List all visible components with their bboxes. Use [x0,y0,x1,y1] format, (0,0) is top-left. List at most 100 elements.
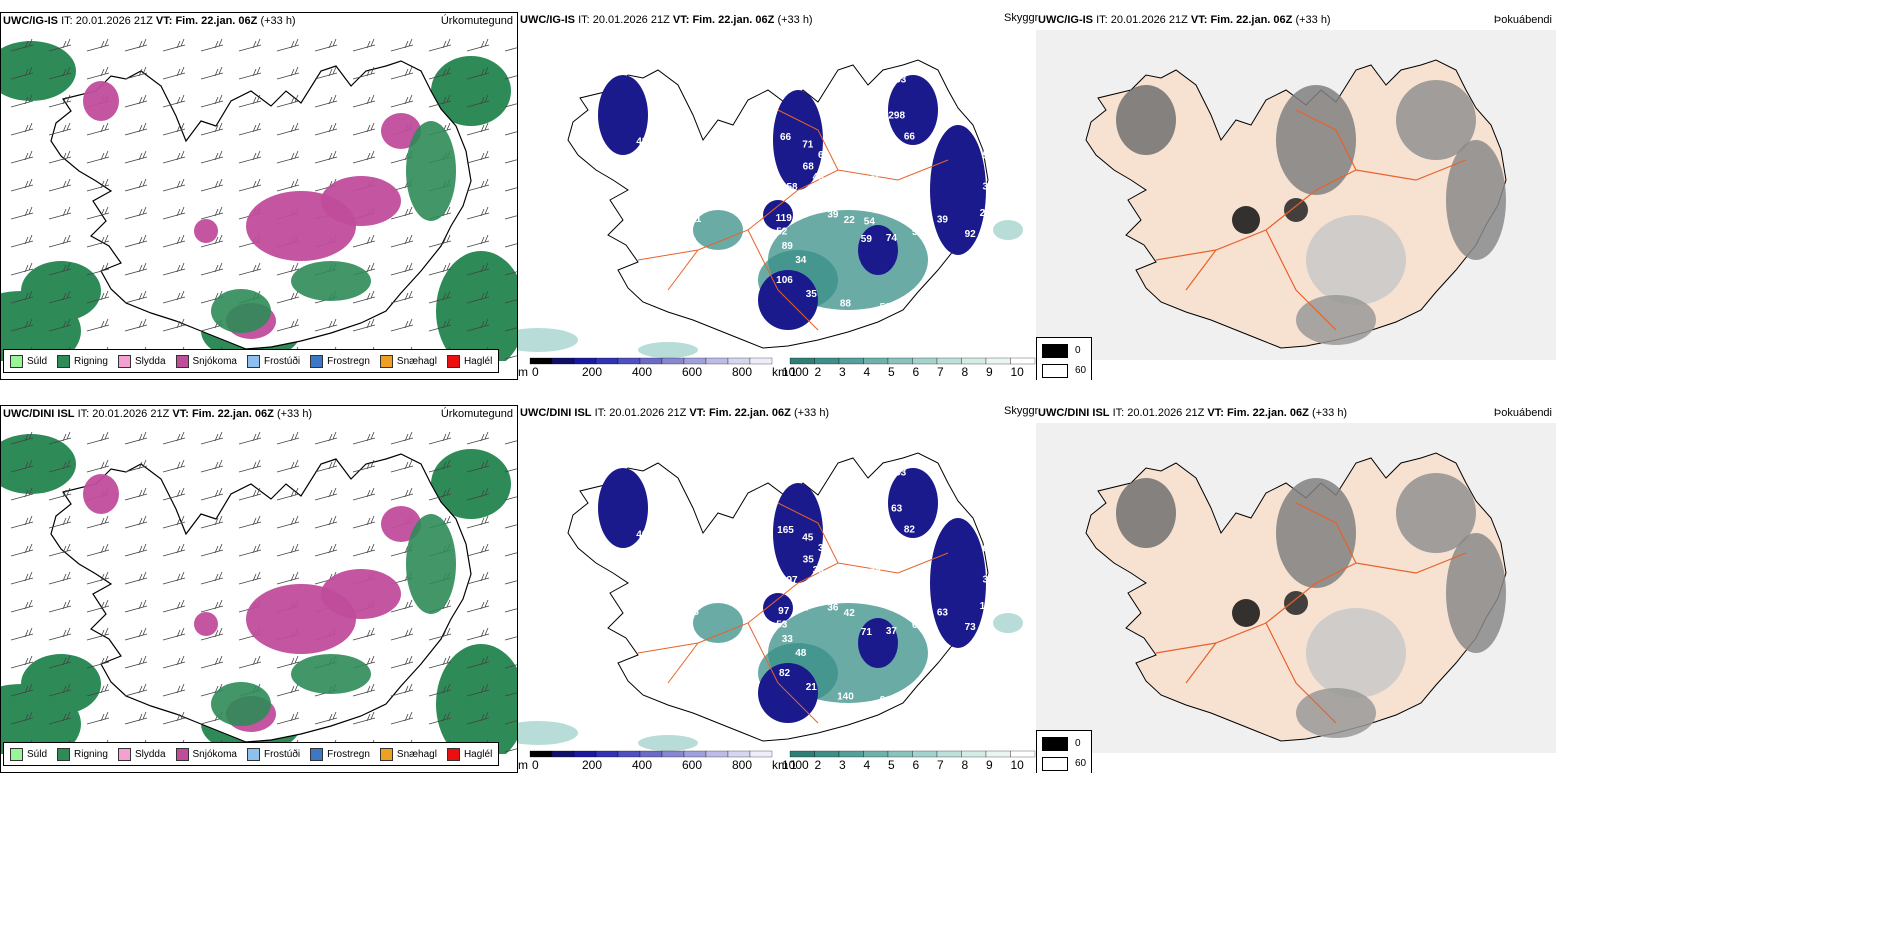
visibility-scale-cell [912,357,938,365]
wind-barb [314,38,338,52]
fog-area [1296,295,1376,345]
precip-legend-item: Snæhagl [379,354,437,368]
fog-area [1306,215,1406,305]
ceiling-number: 71 [802,139,814,150]
ceiling-scale-cell [573,357,597,365]
wind-barb [352,711,376,725]
legend-label: Snjókoma [192,748,237,760]
wind-barb [48,290,72,304]
wind-barb [466,150,490,164]
wind-barb [86,318,110,332]
fog-title-row1: Þokuábendi [1493,14,1552,26]
wind-barb [276,571,300,585]
legend-swatch [10,747,23,761]
precip-legend-row2: Súld Rigning Slydda Snjókoma Frostúði Frostre… [3,742,500,766]
ceiling-scale-unit: m [518,365,528,379]
wind-barb [504,552,517,557]
fog-header-row1: UWC/IG-IS IT: 20.01.2026 21Z VT: Fim. 22… [1038,14,1331,26]
ceiling-number: 97 [778,606,790,617]
wind-barb [86,599,110,613]
wind-barb [314,122,338,136]
ceiling-number: 35 [806,289,818,300]
wind-barb [352,627,376,641]
ceiling-scale-cell [529,750,553,758]
ceiling-number: 58 [870,567,882,578]
wind-barb [238,655,262,669]
wind-barb [352,543,376,557]
ceiling-number: 48 [688,607,700,618]
ceiling-area [763,200,793,230]
wind-barb [124,122,148,136]
legend-label: Súld [27,748,48,760]
wind-barb [200,94,224,108]
wind-barb [390,290,414,304]
wind-barb [504,299,517,304]
visibility-scale-tick: 9 [986,758,993,772]
ceiling-number: 59 [861,234,873,245]
legend-swatch [57,354,71,368]
ceiling-number: 43 [636,136,648,147]
wind-barb [428,431,452,445]
precip-header-row1: UWC/IG-IS IT: 20.01.2026 21Z VT: Fim. 22… [3,15,296,27]
wind-barb [124,599,148,613]
ceiling-number: 116 [680,236,697,247]
wind-barb [162,459,186,473]
snow-area [83,474,119,514]
ceiling-title-row2: Skyggni [1004,405,1038,417]
wind-barb [504,215,517,220]
wind-barb [10,66,34,80]
precip-title-row2: Úrkomutegund [440,408,513,420]
visibility-scale-tick: 10 [1011,758,1025,772]
wind-barb [276,150,300,164]
wind-barb [390,234,414,248]
rain-area [21,654,101,714]
road-network [637,109,949,331]
ceiling-map-row2: 80 97 39 71 50 77 82 75 73 51 83 70 97 60 53 45 37 31 82 21… [518,452,1023,751]
ceiling-number: 63 [869,91,881,102]
wind-barb [48,543,72,557]
wind-barb [10,627,34,641]
fog-swatch-0 [1042,344,1068,358]
ceiling-area [930,518,986,648]
wind-barb [466,515,490,529]
rain-area [436,644,517,754]
legend-swatch [310,747,324,761]
wind-barb [238,66,262,80]
precip-legend-item: Snæhagl [379,747,437,761]
wind-barb [162,178,186,192]
rain-area [211,682,271,726]
wind-barb [428,38,452,52]
legend-swatch [10,354,23,368]
legend-swatch [446,354,460,368]
ceiling-number: 73 [965,622,977,633]
wind-barb [200,459,224,473]
visibility-scale-tick: 3 [839,758,846,772]
fog-swatch-60 [1042,364,1068,378]
ceiling-number: 94 [880,695,892,706]
fog-area [1396,473,1476,553]
rain-area [291,654,371,694]
rain-area [1,41,76,101]
ceiling-number: 71 [861,627,873,638]
wind-barb [124,38,148,52]
visibility-scale-cell [789,357,815,365]
ceiling-number: 30 [982,181,994,192]
wind-barb [314,515,338,529]
legend-label: Slydda [134,355,166,367]
ceiling-number: 75 [745,499,757,510]
wind-barb [48,318,72,332]
wind-barb [314,94,338,108]
ceiling-number: 33 [813,565,825,576]
wind-barb [162,487,186,501]
ceiling-number: 68 [818,150,830,161]
wind-barb [48,66,72,80]
wind-barb [276,655,300,669]
wind-barb [276,711,300,725]
wind-barb [428,262,452,276]
ceiling-scale-cell [617,357,641,365]
wind-barb [48,627,72,641]
ceiling-scale-tick: 800 [732,758,752,772]
wind-barb [10,459,34,473]
ceiling-number: 42 [844,608,856,619]
visibility-scale-cell [936,357,962,365]
